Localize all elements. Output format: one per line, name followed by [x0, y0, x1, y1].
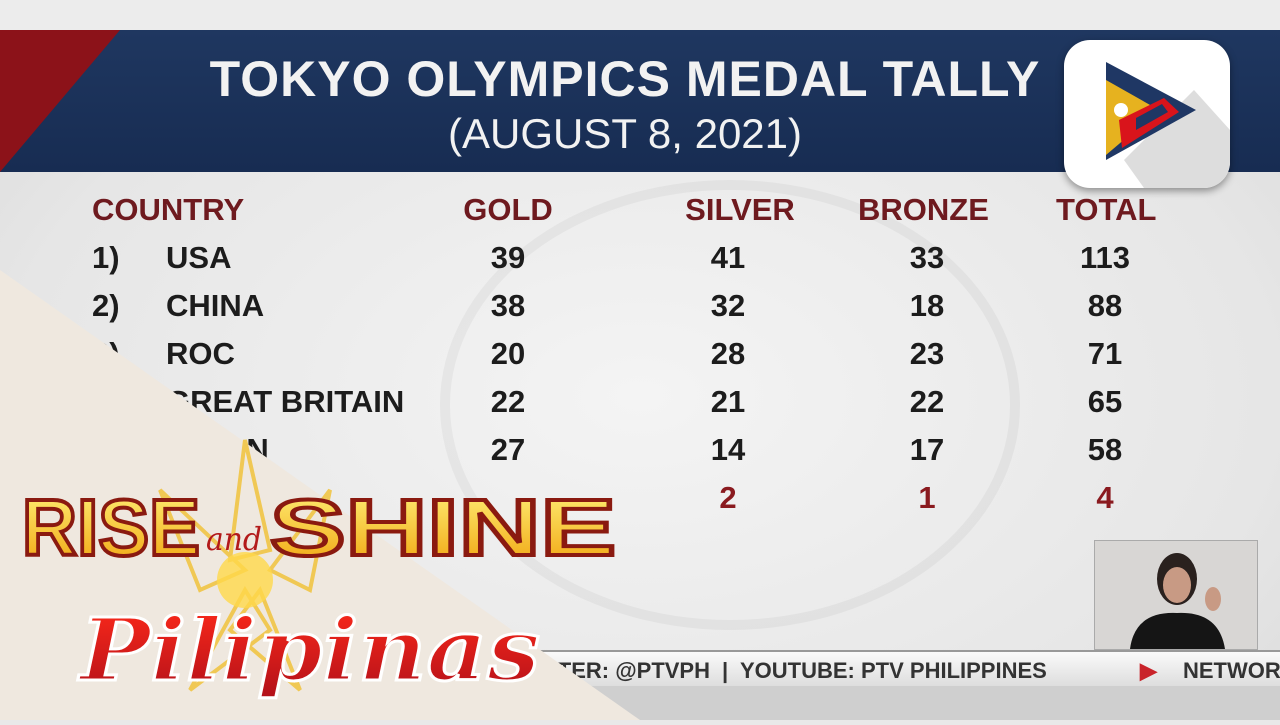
top-strip [0, 0, 1280, 30]
col-country: COUNTRY [92, 192, 245, 227]
cell-silver: 21 [710, 384, 746, 419]
cell-bronze: 33 [909, 240, 945, 275]
cell-total: 88 [1087, 288, 1123, 323]
col-total: TOTAL [1056, 192, 1157, 227]
cell-bronze: 23 [909, 336, 945, 371]
ptv-play-icon: ▶ [1140, 658, 1157, 683]
cell-country: GREAT BRITAIN [166, 384, 405, 419]
cell-silver: 2 [719, 480, 737, 515]
cell-total: 65 [1087, 384, 1123, 419]
cell-total: 71 [1087, 336, 1123, 371]
cell-gold: 22 [490, 384, 526, 419]
cell-country: USA [166, 240, 232, 275]
cell-bronze: 18 [909, 288, 945, 323]
cell-gold: 38 [490, 288, 526, 323]
ticker-separator: | [722, 658, 729, 683]
sign-language-interpreter [1094, 540, 1258, 650]
col-gold: GOLD [463, 192, 553, 227]
ticker-network: NETWOR [1183, 658, 1280, 683]
red-accent [0, 30, 120, 172]
cell-rank: 3) [92, 336, 120, 371]
cell-bronze: 17 [909, 432, 945, 467]
cell-total: 58 [1087, 432, 1123, 467]
logo-rise: RISE [22, 483, 200, 572]
logo-pilipinas: Pilipinas [77, 600, 540, 701]
cell-total: 113 [1079, 240, 1130, 275]
logo-shine: SHINE [270, 483, 616, 572]
cell-gold: 20 [490, 336, 526, 371]
cell-rank: 2) [92, 288, 120, 323]
cell-total: 4 [1096, 480, 1114, 515]
cell-silver: 41 [710, 240, 746, 275]
cell-silver: 28 [710, 336, 746, 371]
col-bronze: BRONZE [858, 192, 989, 227]
cell-bronze: 22 [909, 384, 945, 419]
cell-rank: 1) [92, 240, 120, 275]
ticker-youtube: YOUTUBE: PTV PHILIPPINES [740, 658, 1047, 683]
cell-country: ROC [166, 336, 235, 371]
cell-country: CHINA [166, 288, 265, 323]
cell-silver: 14 [710, 432, 746, 467]
cell-rank: 4) [92, 384, 120, 419]
show-logo: RISE and SHINE Pilipinas [0, 430, 640, 720]
graphic-title: TOKYO OLYMPICS MEDAL TALLY [209, 51, 1041, 107]
col-silver: SILVER [685, 192, 795, 227]
graphic-subtitle: (AUGUST 8, 2021) [447, 110, 803, 157]
logo-and: and [206, 520, 262, 558]
ptv-logo-icon [1064, 40, 1230, 188]
cell-silver: 32 [710, 288, 746, 323]
cell-gold: 39 [490, 240, 526, 275]
cell-bronze: 1 [918, 480, 936, 515]
